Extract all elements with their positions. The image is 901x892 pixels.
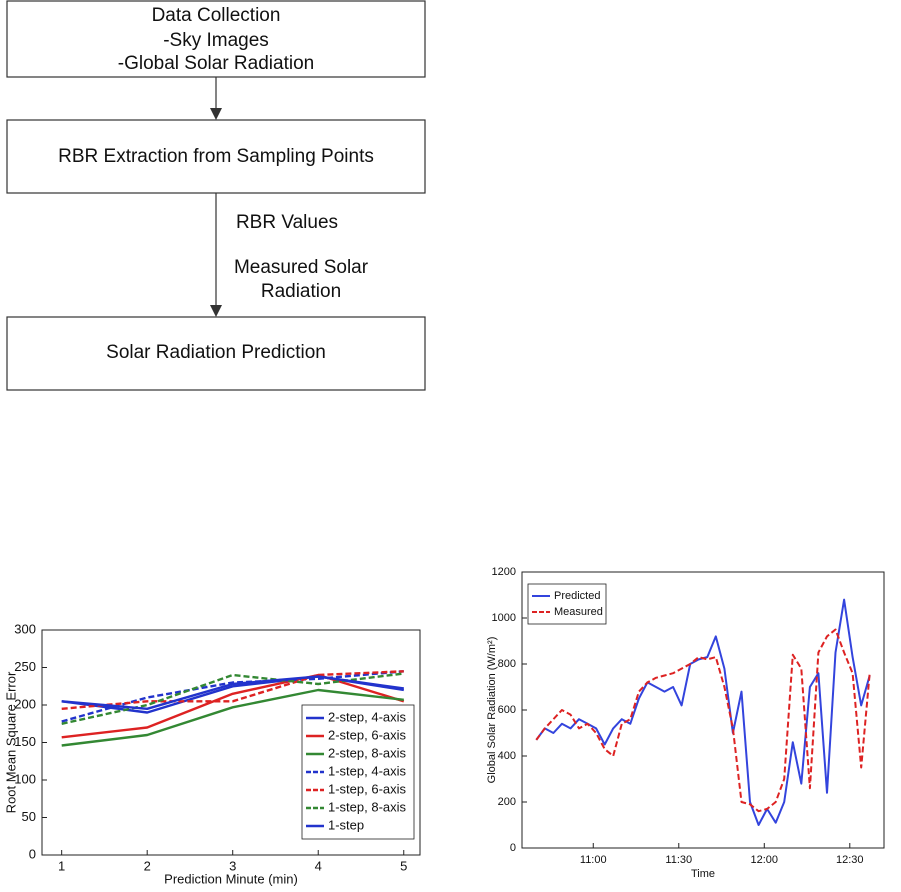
legend-label: 2-step, 8-axis [328, 745, 407, 760]
arrow-head [210, 108, 222, 120]
y-tick-label: 400 [498, 750, 516, 762]
edge-label: Radiation [261, 281, 341, 302]
series-line [535, 628, 871, 813]
y-tick-label: 0 [29, 846, 36, 861]
x-tick-label: 1 [58, 858, 65, 873]
x-tick-label: 2 [144, 858, 151, 873]
legend-label: 2-step, 6-axis [328, 727, 407, 742]
node-text: -Sky Images [163, 30, 269, 51]
legend-label: 1-step, 6-axis [328, 781, 407, 796]
x-tick-label: 5 [400, 858, 407, 873]
node-text: Data Collection [152, 5, 281, 26]
y-axis-label: Root Mean Square Error [3, 671, 18, 813]
y-tick-label: 1000 [492, 612, 516, 624]
x-axis-label: Prediction Minute (min) [164, 871, 298, 886]
y-axis-label: Global Solar Radiation (W/m²) [486, 637, 498, 784]
y-tick-label: 250 [14, 659, 36, 674]
y-tick-label: 200 [498, 796, 516, 808]
x-tick-label: 3 [229, 858, 236, 873]
edge-label: RBR Values [236, 212, 338, 233]
series-line [61, 670, 404, 710]
y-tick-label: 300 [14, 621, 36, 636]
series-line [61, 688, 404, 747]
y-tick-label: 0 [510, 842, 516, 854]
x-tick-label: 11:30 [665, 854, 692, 866]
arrow-head [210, 305, 222, 317]
y-tick-label: 200 [14, 696, 36, 711]
flow-box [6, 119, 426, 194]
x-axis-label: Time [691, 868, 715, 880]
x-tick-label: 12:00 [751, 854, 779, 866]
y-tick-label: 100 [14, 771, 36, 786]
legend-box [527, 583, 607, 625]
node-text: -Global Solar Radiation [118, 53, 314, 74]
node-text: RBR Extraction from Sampling Points [58, 146, 374, 167]
y-tick-label: 600 [498, 704, 516, 716]
edge-label: Measured Solar [234, 257, 369, 278]
legend-label: 2-step, 4-axis [328, 709, 407, 724]
x-tick-label: 4 [315, 858, 322, 873]
flow-box [6, 0, 426, 78]
y-tick-label: 50 [22, 809, 36, 824]
legend-label: Predicted [554, 590, 600, 602]
y-tick-label: 1200 [492, 566, 516, 578]
flow-box [6, 316, 426, 391]
y-tick-label: 800 [498, 658, 516, 670]
x-tick-label: 11:00 [580, 854, 607, 866]
legend-label: 1-step [328, 817, 364, 832]
series-line [61, 673, 405, 739]
legend-label: 1-step, 8-axis [328, 799, 407, 814]
y-tick-label: 150 [14, 734, 36, 749]
x-tick-label: 12:30 [836, 854, 864, 866]
legend-label: 1-step, 4-axis [328, 763, 407, 778]
series-line [61, 675, 404, 710]
node-text: Solar Radiation Prediction [106, 342, 326, 363]
legend-label: Measured [554, 606, 603, 618]
